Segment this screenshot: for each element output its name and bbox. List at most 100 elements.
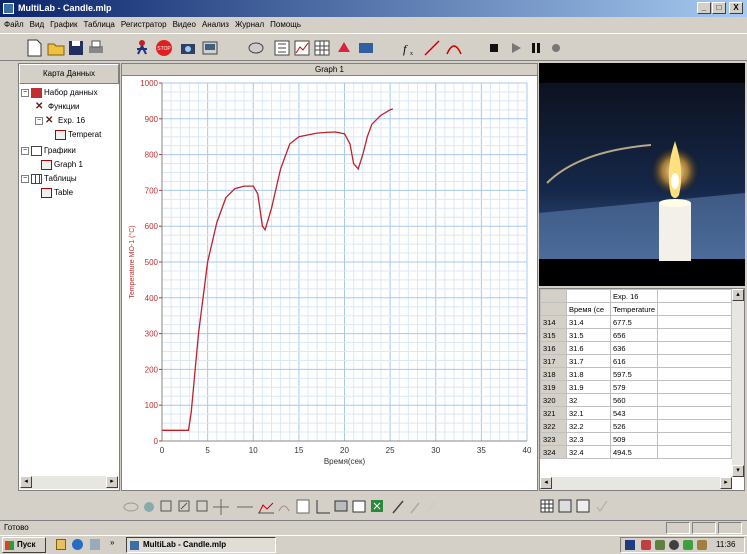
zoom-icon[interactable] xyxy=(160,500,172,512)
menu-journal[interactable]: Журнал xyxy=(234,20,265,29)
browser-icon[interactable] xyxy=(72,539,83,550)
tree-item-tables[interactable]: − Таблицы xyxy=(21,173,77,184)
time-cell[interactable]: 32.4 xyxy=(566,445,611,459)
tray-icon[interactable] xyxy=(697,540,707,550)
blank-cell[interactable] xyxy=(657,380,732,394)
new-file-icon[interactable] xyxy=(24,38,44,58)
pause-icon[interactable] xyxy=(526,38,546,58)
table-row[interactable]: 318 31.8 597.5 xyxy=(540,367,732,381)
scroll-left-icon[interactable]: ◂ xyxy=(20,476,32,488)
blank-cell[interactable] xyxy=(657,445,732,459)
eraser-icon[interactable] xyxy=(426,501,436,513)
video-view-icon[interactable] xyxy=(356,38,376,58)
camera-icon[interactable] xyxy=(178,38,198,58)
excel-icon[interactable] xyxy=(371,500,383,512)
table-row[interactable]: 324 32.4 494.5 xyxy=(540,445,732,459)
tree-item-graphs[interactable]: − Графики xyxy=(21,145,76,156)
tray-icon[interactable] xyxy=(669,540,679,550)
zoom-fit-icon[interactable] xyxy=(178,500,190,512)
line-chart-icon[interactable] xyxy=(258,502,274,514)
table-row[interactable]: 315 31.5 656 xyxy=(540,328,732,342)
table-vscroll[interactable]: ▴ ▾ xyxy=(732,289,744,477)
curve-fit-icon[interactable] xyxy=(444,38,464,58)
blank-cell[interactable] xyxy=(657,419,732,433)
tree-item-graph1[interactable]: Graph 1 xyxy=(41,158,83,171)
table-row[interactable]: 323 32.3 509 xyxy=(540,432,732,446)
scroll-up-icon[interactable]: ▴ xyxy=(732,289,744,301)
time-cell[interactable]: 31.9 xyxy=(566,380,611,394)
smooth-icon[interactable] xyxy=(278,505,290,512)
pen-icon[interactable] xyxy=(392,500,404,514)
check-icon[interactable] xyxy=(596,500,608,512)
temperature-cell[interactable]: 526 xyxy=(609,419,659,433)
run-logger-icon[interactable] xyxy=(132,38,152,58)
blank-cell[interactable] xyxy=(657,393,732,407)
tree-item-temperature[interactable]: Temperat xyxy=(55,128,119,141)
minimize-button[interactable]: _ xyxy=(697,2,711,14)
stop-icon[interactable]: STOP xyxy=(154,38,174,58)
meter-icon[interactable] xyxy=(334,38,354,58)
menu-view[interactable]: Вид xyxy=(29,20,45,29)
collapse-icon[interactable]: − xyxy=(21,174,29,183)
collapse-icon[interactable]: − xyxy=(35,116,43,125)
tray-icon[interactable] xyxy=(683,540,693,550)
temperature-cell[interactable]: 509 xyxy=(609,432,659,446)
tree-item-table[interactable]: Table xyxy=(41,186,73,199)
menu-logger[interactable]: Регистратор xyxy=(120,20,167,29)
data-map-tab[interactable]: Карта Данных xyxy=(19,64,119,84)
close-button[interactable]: X xyxy=(729,2,743,14)
axis-icon[interactable] xyxy=(316,500,330,514)
time-cell[interactable]: 32.2 xyxy=(566,419,611,433)
video-panel[interactable] xyxy=(539,63,745,286)
menu-file[interactable]: Файл xyxy=(4,20,24,29)
blank-cell[interactable] xyxy=(657,328,732,342)
time-cell[interactable]: 31.6 xyxy=(566,341,611,355)
time-cell[interactable]: 32.3 xyxy=(566,432,611,446)
temperature-cell[interactable]: 656 xyxy=(609,328,659,342)
table-row[interactable]: 319 31.9 579 xyxy=(540,380,732,394)
quick-launch-expand[interactable]: » xyxy=(110,538,115,547)
video-icon[interactable] xyxy=(200,38,220,58)
linear-fit-icon[interactable] xyxy=(422,38,442,58)
record-stop-icon[interactable] xyxy=(484,38,504,58)
start-button[interactable]: Пуск xyxy=(2,537,46,553)
collapse-icon[interactable]: − xyxy=(21,88,29,97)
menu-table[interactable]: Таблица xyxy=(83,20,115,29)
cursor-icon[interactable] xyxy=(144,502,154,512)
tree-item-dataset[interactable]: − Набор данных xyxy=(21,87,98,98)
temperature-cell[interactable]: 677.5 xyxy=(609,315,659,329)
sensor-icon[interactable] xyxy=(246,38,266,58)
table-view-icon[interactable] xyxy=(312,38,332,58)
column-header-time[interactable]: Время (се xyxy=(566,302,611,316)
temperature-cell[interactable]: 543 xyxy=(609,406,659,420)
table-row[interactable]: 317 31.7 616 xyxy=(540,354,732,368)
data-map-hscroll[interactable]: ◂ ▸ xyxy=(20,476,118,489)
temperature-cell[interactable]: 636 xyxy=(609,341,659,355)
temperature-cell[interactable]: 494.5 xyxy=(609,445,659,459)
tray-icon[interactable] xyxy=(655,540,665,550)
data-map-icon[interactable] xyxy=(272,38,292,58)
column-header-temperature[interactable]: Temperature xyxy=(609,302,659,316)
table-icon[interactable] xyxy=(540,499,554,513)
crosshair-icon[interactable] xyxy=(213,499,229,515)
maximize-button[interactable]: □ xyxy=(712,2,726,14)
blank-cell[interactable] xyxy=(657,315,732,329)
scroll-right-icon[interactable]: ▸ xyxy=(106,476,118,488)
play-icon[interactable] xyxy=(506,38,526,58)
zoom-out-icon[interactable] xyxy=(196,500,208,512)
blank-cell[interactable] xyxy=(657,341,732,355)
table-row[interactable]: 316 31.6 636 xyxy=(540,341,732,355)
blank-cell[interactable] xyxy=(657,432,732,446)
time-cell[interactable]: 31.5 xyxy=(566,328,611,342)
table-link-icon[interactable] xyxy=(352,500,366,513)
tree-item-functions[interactable]: ✕ Функции xyxy=(35,100,80,112)
time-cell[interactable]: 32.1 xyxy=(566,406,611,420)
table-properties-icon[interactable] xyxy=(558,499,572,513)
table-row[interactable]: 314 31.4 677.5 xyxy=(540,315,732,329)
graph-view-icon[interactable] xyxy=(292,38,312,58)
menu-analysis[interactable]: Анализ xyxy=(201,20,229,29)
scroll-down-icon[interactable]: ▾ xyxy=(732,465,744,477)
eye-icon[interactable] xyxy=(123,502,139,512)
tray-icon[interactable] xyxy=(641,540,651,550)
